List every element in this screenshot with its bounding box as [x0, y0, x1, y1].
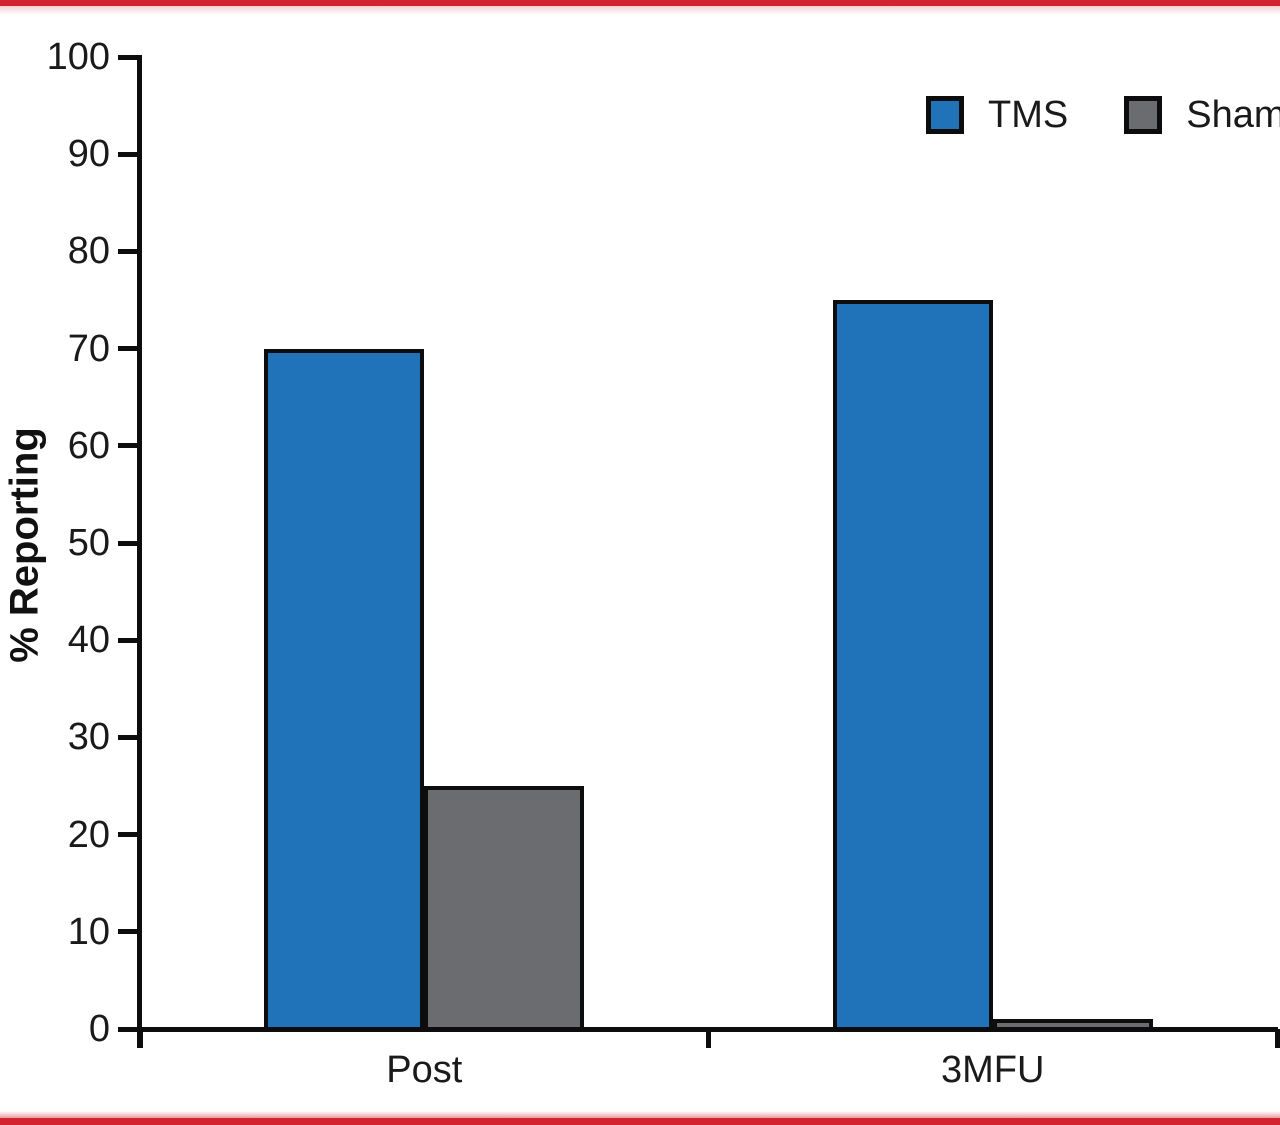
legend-label-sham: Sham: [1186, 94, 1280, 136]
top-red-rule-fade: [0, 6, 1280, 15]
y-tick: [118, 248, 140, 254]
y-axis-line: [137, 55, 142, 1048]
bar-3mfu-tms: [832, 300, 993, 1031]
y-tick-label: 30: [67, 716, 110, 759]
y-tick: [118, 54, 140, 60]
y-tick: [118, 832, 140, 838]
x-category-label: Post: [386, 1049, 463, 1091]
y-tick: [118, 151, 140, 157]
y-tick: [118, 929, 140, 935]
x-tick: [1274, 1029, 1280, 1048]
x-tick: [706, 1029, 711, 1048]
y-tick-label: 70: [67, 327, 110, 370]
legend-item-sham: Sham: [1124, 96, 1280, 134]
bottom-red-rule-fade: [0, 1111, 1280, 1118]
bottom-red-rule: [0, 1118, 1280, 1125]
y-tick-label: 90: [67, 133, 110, 176]
sham-swatch-icon: [1124, 96, 1163, 134]
y-tick: [118, 540, 140, 546]
y-tick: [118, 637, 140, 643]
legend-item-tms: TMS: [926, 96, 1068, 134]
y-tick-label: 80: [67, 230, 110, 273]
y-tick-label: 50: [67, 522, 110, 564]
y-tick-label: 10: [67, 910, 110, 953]
bar-post-tms: [264, 348, 425, 1031]
y-tick-label: 100: [46, 36, 110, 78]
y-tick: [118, 443, 140, 449]
y-tick-label: 0: [88, 1008, 110, 1050]
y-tick: [118, 734, 140, 740]
bar-post-sham: [424, 786, 585, 1031]
x-category-label: 3MFU: [941, 1049, 1045, 1091]
legend-label-tms: TMS: [988, 94, 1069, 136]
tms-swatch-icon: [926, 96, 964, 134]
y-tick-label: 60: [67, 424, 110, 467]
y-tick-label: 20: [67, 813, 110, 856]
legend: TMS Sham: [926, 96, 1280, 134]
y-tick-label: 40: [67, 619, 110, 662]
x-tick: [137, 1029, 143, 1048]
y-tick: [118, 346, 140, 352]
top-red-rule: [0, 0, 1280, 6]
y-tick: [118, 1026, 140, 1032]
